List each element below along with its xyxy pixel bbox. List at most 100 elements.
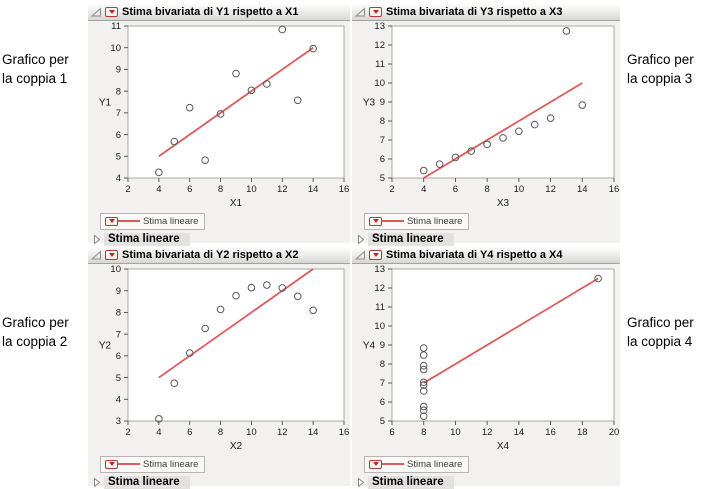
svg-text:X1: X1 [230,198,243,209]
panel-title-bar[interactable]: Stima bivariata di Y4 rispetto a X4 [352,247,620,264]
legend-red-triangle-button[interactable] [105,459,118,469]
svg-text:5: 5 [116,151,121,162]
svg-text:12: 12 [545,184,556,195]
report-panel-y1-x1: Stima bivariata di Y1 rispetto a X1 4 5 6 7… [88,4,350,246]
red-triangle-icon [108,462,115,466]
fit-line-swatch-icon [382,463,404,465]
svg-text:7: 7 [380,135,385,146]
svg-text:10: 10 [374,78,385,89]
svg-text:11: 11 [111,21,121,32]
red-triangle-menu-button[interactable] [105,7,118,17]
svg-text:14: 14 [308,184,319,195]
caption-line: Grafico per [2,52,69,67]
red-triangle-menu-button[interactable] [369,250,382,260]
svg-text:11: 11 [375,302,385,313]
svg-text:2: 2 [389,184,394,195]
collapse-triangle-icon[interactable] [90,6,102,18]
legend-red-triangle-button[interactable] [105,216,118,226]
scatter-plot-y3-x3: 5 6 7 8 9 10 11 12 13 2 4 6 8 10 12 14 16 Y3 X3 [363,21,619,209]
legend-red-triangle-button[interactable] [369,216,382,226]
report-panel-y2-x2: Stima bivariata di Y2 rispetto a X2 3 4 5 6… [88,247,350,489]
disclosure-triangle-icon[interactable] [357,233,365,245]
svg-text:10: 10 [110,43,121,54]
collapse-triangle-icon[interactable] [90,249,102,261]
svg-text:14: 14 [514,427,525,438]
svg-text:12: 12 [277,427,288,438]
svg-text:Y2: Y2 [99,341,112,352]
svg-text:10: 10 [246,184,257,195]
svg-text:6: 6 [116,130,121,141]
disclosure-triangle-icon[interactable] [93,476,101,488]
svg-text:7: 7 [116,108,121,119]
svg-text:5: 5 [380,416,385,427]
svg-text:10: 10 [450,427,461,438]
svg-text:4: 4 [421,184,426,195]
legend-box: Stima lineare [364,212,470,230]
report-panel-y3-x3: Stima bivariata di Y3 rispetto a X3 5 6 7 8… [352,4,620,246]
svg-text:6: 6 [453,184,458,195]
caption-coppia-2: Grafico per la coppia 2 [2,313,69,351]
svg-text:4: 4 [116,394,121,405]
caption-coppia-3: Grafico per la coppia 3 [627,50,694,88]
svg-text:13: 13 [374,264,385,275]
panel-title-bar[interactable]: Stima bivariata di Y1 rispetto a X1 [88,4,350,21]
svg-text:18: 18 [577,427,588,438]
legend-box: Stima lineare [364,455,470,473]
collapse-triangle-icon[interactable] [354,249,366,261]
svg-text:Y3: Y3 [363,98,376,109]
svg-text:12: 12 [277,184,288,195]
red-triangle-icon [108,219,115,223]
svg-text:6: 6 [187,184,192,195]
svg-text:6: 6 [380,154,385,165]
caption-line: la coppia 3 [627,71,693,86]
panel-title: Stima bivariata di Y4 rispetto a X4 [386,249,563,261]
red-triangle-icon [372,10,379,14]
svg-text:12: 12 [374,40,385,51]
svg-text:X2: X2 [230,441,243,452]
panel-title-bar[interactable]: Stima bivariata di Y3 rispetto a X3 [352,4,620,21]
stima-lineare-disclosure[interactable]: Stima lineare [357,475,620,489]
disclosure-label: Stima lineare [104,232,190,246]
panel-title-bar[interactable]: Stima bivariata di Y2 rispetto a X2 [88,247,350,264]
disclosure-label: Stima lineare [368,232,454,246]
svg-text:4: 4 [156,184,161,195]
svg-text:X3: X3 [497,198,510,209]
svg-text:6: 6 [380,397,385,408]
disclosure-label: Stima lineare [368,475,454,489]
svg-text:2: 2 [125,184,130,195]
disclosure-label: Stima lineare [104,475,190,489]
stima-lineare-disclosure[interactable]: Stima lineare [93,475,350,489]
red-triangle-menu-button[interactable] [105,250,118,260]
svg-text:6: 6 [116,351,121,362]
svg-text:10: 10 [514,184,525,195]
legend-red-triangle-button[interactable] [369,459,382,469]
svg-text:6: 6 [389,427,394,438]
svg-text:8: 8 [380,116,385,127]
disclosure-triangle-icon[interactable] [93,233,101,245]
collapse-triangle-icon[interactable] [354,6,366,18]
scatter-plot-y2-x2: 3 4 5 6 7 8 9 10 2 4 6 8 10 12 14 16 Y2 X2 [99,264,349,452]
red-triangle-menu-button[interactable] [369,7,382,17]
legend-label: Stima lineare [143,458,199,470]
legend-box: Stima lineare [100,455,206,473]
svg-text:13: 13 [374,21,385,32]
panel-title: Stima bivariata di Y1 rispetto a X1 [122,6,299,18]
svg-text:8: 8 [116,86,121,97]
disclosure-triangle-icon[interactable] [357,476,365,488]
caption-coppia-4: Grafico per la coppia 4 [627,313,694,351]
red-triangle-icon [108,10,115,14]
svg-text:9: 9 [380,340,385,351]
svg-text:X4: X4 [497,441,510,452]
stima-lineare-disclosure[interactable]: Stima lineare [93,232,350,246]
svg-text:8: 8 [218,427,223,438]
panel-title: Stima bivariata di Y3 rispetto a X3 [386,6,563,18]
svg-text:8: 8 [218,184,223,195]
svg-text:9: 9 [380,97,385,108]
svg-text:16: 16 [339,184,350,195]
fit-line-swatch-icon [118,220,140,222]
stima-lineare-disclosure[interactable]: Stima lineare [357,232,620,246]
svg-text:6: 6 [187,427,192,438]
svg-text:7: 7 [380,378,385,389]
